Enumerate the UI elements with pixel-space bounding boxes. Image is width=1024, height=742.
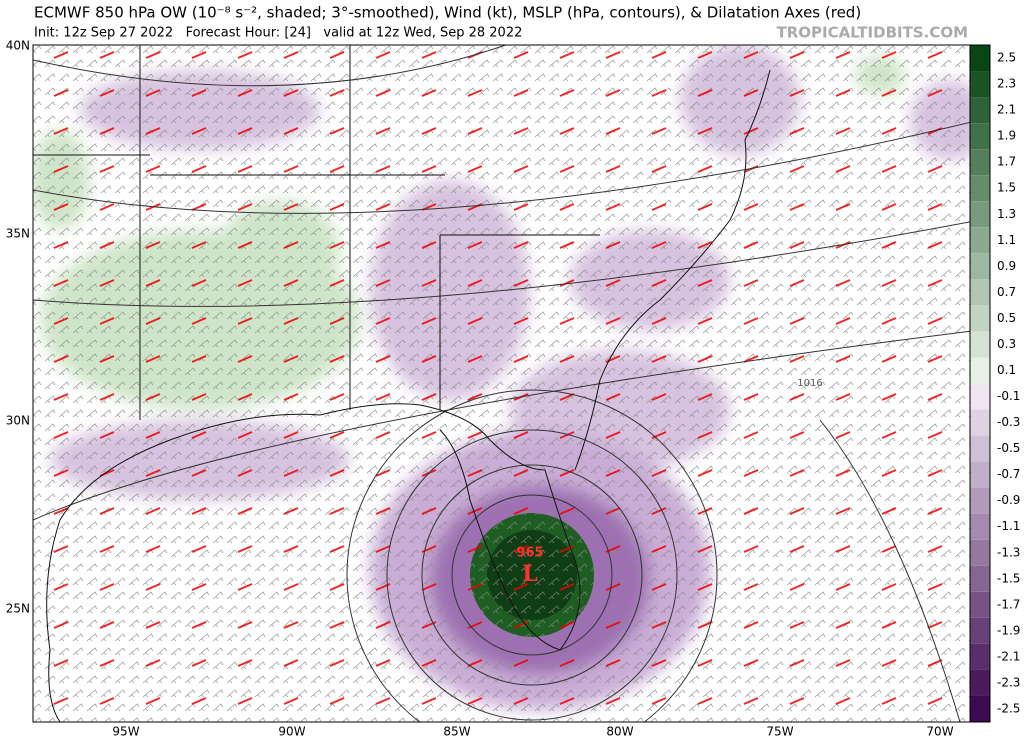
colorbar-swatch (970, 45, 990, 72)
lon-label: 75W (766, 725, 793, 739)
colorbar-swatch (970, 565, 990, 592)
pressure-contours (33, 45, 970, 722)
colorbar-swatch (970, 357, 990, 384)
colorbar-label: -2.3 (997, 675, 1020, 689)
colorbar-label: -1.3 (997, 545, 1020, 559)
colorbar-swatch (970, 227, 990, 254)
colorbar-label: -0.9 (997, 493, 1020, 507)
lon-label: 95W (112, 725, 139, 739)
colorbar-swatch (970, 669, 990, 696)
colorbar-swatch (970, 487, 990, 514)
colorbar-swatch (970, 695, 990, 722)
low-pressure: 965 (516, 546, 543, 561)
colorbar-swatch (970, 435, 990, 462)
colorbar-label: 0.9 (997, 259, 1016, 273)
colorbar-label: 2.3 (997, 77, 1016, 91)
colorbar-label: 0.1 (997, 363, 1016, 377)
colorbar-label: 1.7 (997, 155, 1016, 169)
colorbar-swatch (970, 617, 990, 644)
colorbar-swatch (970, 279, 990, 306)
colorbar-swatch (970, 149, 990, 176)
colorbar-swatch (970, 513, 990, 540)
colorbar-swatch (970, 539, 990, 566)
colorbar-swatch (970, 97, 990, 124)
colorbar-label: -0.5 (997, 441, 1020, 455)
lon-label: 80W (606, 725, 633, 739)
colorbar-label: -2.5 (997, 701, 1020, 715)
colorbar-label: -1.1 (997, 519, 1020, 533)
colorbar-label: -1.7 (997, 597, 1020, 611)
coastline (33, 45, 771, 722)
lat-label: 30N (6, 414, 30, 428)
lon-label: 85W (443, 725, 470, 739)
lat-label: 40N (6, 39, 30, 53)
colorbar-label: 0.3 (997, 337, 1016, 351)
lat-label: 25N (6, 602, 30, 616)
colorbar-label: 1.1 (997, 233, 1016, 247)
colorbar-label: 0.7 (997, 285, 1016, 299)
contour-label: 1016 (797, 378, 822, 389)
colorbar-label: 2.5 (997, 51, 1016, 65)
colorbar-swatch (970, 123, 990, 150)
lat-label: 35N (6, 227, 30, 241)
colorbar-swatch (970, 175, 990, 202)
colorbar-swatch (970, 71, 990, 98)
colorbar-label: -0.1 (997, 389, 1020, 403)
colorbar-label: 1.3 (997, 207, 1016, 221)
map (33, 45, 970, 722)
colorbar-swatch (970, 409, 990, 436)
lon-label: 90W (278, 725, 305, 739)
colorbar-label: 1.5 (997, 181, 1016, 195)
colorbar-frame (969, 44, 991, 723)
lon-label: 70W (926, 725, 953, 739)
colorbar-swatch (970, 201, 990, 228)
colorbar-swatch (970, 591, 990, 618)
colorbar-label: -1.9 (997, 623, 1020, 637)
colorbar-swatch (970, 331, 990, 358)
title: ECMWF 850 hPa OW (10⁻⁸ s⁻², shaded; 3°-s… (34, 4, 861, 22)
subtitle: Init: 12z Sep 27 2022 Forecast Hour: [24… (34, 26, 522, 41)
colorbar-label: -2.1 (997, 649, 1020, 663)
colorbar-label: -0.3 (997, 415, 1020, 429)
colorbar-label: -1.5 (997, 571, 1020, 585)
colorbar-label: 1.9 (997, 129, 1016, 143)
colorbar-swatch (970, 305, 990, 332)
colorbar-swatch (970, 643, 990, 670)
colorbar-swatch (970, 253, 990, 280)
colorbar: 2.5 2.3 2.1 1.9 1.7 1.5 1.3 1.1 0.9 0.7 0.5 0.3 0.1 -… (969, 44, 1020, 723)
colorbar-label: 0.5 (997, 311, 1016, 325)
colorbar-label: -0.7 (997, 467, 1020, 481)
low-symbol: L (522, 561, 537, 587)
colorbar-swatch (970, 461, 990, 488)
colorbar-label: 2.1 (997, 103, 1016, 117)
colorbar-swatch (970, 383, 990, 410)
watermark: TROPICALTIDBITS.COM (777, 24, 969, 42)
